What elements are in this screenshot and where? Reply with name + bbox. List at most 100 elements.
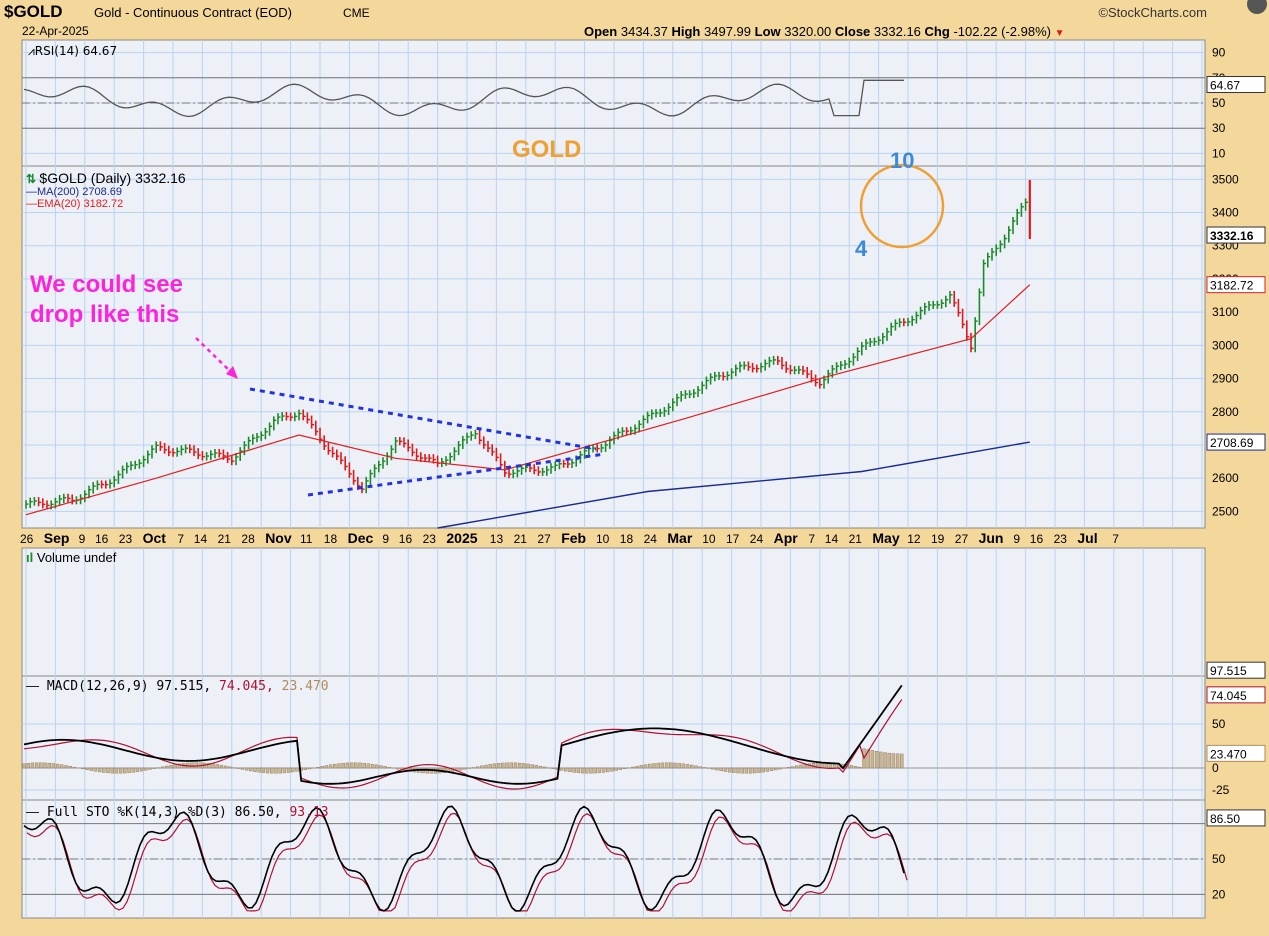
x-tick-label: 18 [324,532,338,546]
macd-tick-label: 0 [1212,761,1219,775]
macd-hist-bar [513,762,518,769]
macd-hist-bar [698,766,702,769]
sto-k-line [23,805,905,912]
ema20-legend: EMA(20) 3182.72 [37,198,124,210]
exchange-label: CME [343,6,370,20]
rsi-value-label: 64.67 [1210,79,1240,93]
macd-hist-bar [522,763,526,769]
macd-hist-bar [106,767,110,774]
ma200-legend: MA(200) 2708.69 [37,186,122,198]
macd-hist-bar [660,762,665,769]
macd-hist-bar [291,767,295,773]
contract-description: Gold - Continuous Contract (EOD) [94,5,292,20]
sto-k-value-label: 86.50 [1210,812,1240,826]
macd-hist-bar [30,762,35,769]
ticker-symbol: $GOLD [4,2,63,21]
x-tick-label: 23 [1054,532,1068,546]
volume-legend: ıl Volume undef [26,550,116,565]
macd-hist-bar [631,766,635,769]
note-line-1: We could see [30,271,183,298]
macd-hist-bar [223,765,228,769]
macd-hist-bar [459,767,463,771]
macd-hist-bar [219,764,224,769]
ema-value-label: 3182.72 [1210,279,1254,293]
macd-hist-bar [358,762,362,769]
macd-hist-bar [484,764,488,769]
rsi-line [23,79,904,118]
macd-hist-bar [774,767,778,771]
macd-hist-value-label: 23.470 [1210,747,1247,761]
macd-hist-bar [585,767,589,774]
rsi-tick-label: 10 [1212,146,1226,160]
macd-hist-bar [337,763,341,769]
macd-hist-bar [123,767,127,774]
macd-hist-bar [673,762,677,769]
macd-hist-bar [152,767,156,769]
macd-hist-bar [68,766,72,769]
macd-hist-bar [366,763,371,769]
close-value-label: 3332.16 [1210,229,1254,243]
brand-watermark: ©StockCharts.com [1098,5,1207,20]
macd-hist-bar [261,767,266,773]
macd-hist-bar [51,763,56,769]
gear-icon[interactable] [1247,0,1267,14]
macd-hist-bar [215,764,219,769]
macd-hist-bar [866,749,870,769]
macd-hist-bar [576,767,581,774]
x-tick-label: 11 [300,532,313,546]
macd-hist-bar [240,767,245,770]
note-arrowhead [226,366,238,379]
macd-hist-bar [685,764,690,769]
note-arrow-line [195,337,233,374]
x-tick-label: 7 [177,532,184,546]
rsi-tick-label: 30 [1212,121,1226,135]
macd-hist-bar [790,766,795,769]
macd-hist-bar [26,763,30,769]
macd-hist-bar [148,767,152,770]
macd-hist-bar [543,766,547,769]
chg-value: -102.22 (-2.98%) [953,24,1051,39]
macd-hist-bar [601,767,606,773]
note-line-2: drop like this [30,301,180,328]
triangle-upper-line [249,387,597,451]
x-tick-label: 23 [119,532,133,546]
ma200-line [437,441,1030,529]
x-tick-label: Apr [774,530,799,546]
macd-hist-bar [475,766,480,769]
macd-hist-bar [572,767,576,773]
macd-hist-bar [139,767,144,772]
macd-hist-bar [207,763,211,769]
macd-hist-bar [89,767,93,771]
macd-hist-bar [694,765,698,769]
macd-hist-bar [303,767,308,771]
high-label: High [671,24,701,39]
price-tick-label: 2900 [1212,372,1239,386]
bar-chart-icon: ⇅ [26,172,37,186]
wave-10-label: 10 [890,148,915,173]
macd-hist-bar [769,767,774,771]
x-tick-label: 14 [825,532,839,546]
gridlines [25,40,1203,918]
sto-legend-d: 93.13 [289,805,329,820]
macd-hist-bar [265,767,270,774]
macd-hist-bar [396,767,400,770]
macd-hist-bar [463,767,467,770]
low-label: Low [754,24,781,39]
chart-date: 22-Apr-2025 [22,24,89,38]
volume-icon: ıl [26,550,34,565]
sto-tick-label: 50 [1212,852,1226,866]
macd-hist-bar [551,767,555,769]
macd-hist-bar [480,765,484,769]
macd-hist-bar [853,766,858,769]
macd-hist-bar [593,767,597,774]
x-tick-label: 16 [399,532,413,546]
macd-hist-bar [501,762,505,769]
macd-hist-bar [744,767,749,774]
x-tick-label: 24 [750,532,764,546]
macd-hist-bar [320,766,324,769]
price-legend-main: $GOLD (Daily) 3332.16 [39,170,186,186]
macd-hist-bar [253,767,257,772]
macd-hist-bar [534,765,539,769]
macd-hist-bar [639,765,644,769]
